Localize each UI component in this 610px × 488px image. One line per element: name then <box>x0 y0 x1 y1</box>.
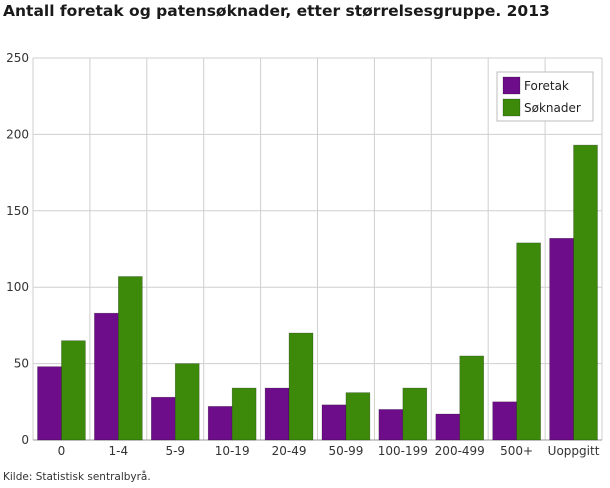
bar-soknader <box>61 340 86 441</box>
x-tick-label: 0 <box>58 444 66 458</box>
legend-label: Foretak <box>524 79 569 93</box>
bar-soknader <box>573 144 598 441</box>
y-tick-label: 50 <box>14 357 29 371</box>
bar-foretak <box>151 396 176 441</box>
bar-foretak <box>321 404 347 441</box>
legend: Foretak Søknader <box>496 71 594 122</box>
bar-soknader <box>288 332 314 441</box>
bar-soknader <box>118 276 143 441</box>
y-tick-label: 200 <box>6 127 29 141</box>
gridlines <box>32 57 603 441</box>
y-tick-label: 100 <box>6 280 29 294</box>
bars <box>37 144 598 441</box>
x-tick-label: 10-19 <box>215 444 250 458</box>
bar-soknader <box>345 392 371 441</box>
y-tick-label: 150 <box>6 204 29 218</box>
y-axis-ticks: 0 50 100 150 200 250 <box>6 51 29 447</box>
bar-soknader <box>402 387 428 441</box>
bar-soknader <box>231 387 257 441</box>
source-note: Kilde: Statistisk sentralbyrå. <box>3 471 151 483</box>
legend-label: Søknader <box>524 101 581 115</box>
x-tick-label: 200-499 <box>435 444 485 458</box>
bar-soknader <box>174 363 200 441</box>
x-tick-label: 100-199 <box>378 444 428 458</box>
x-tick-label: 500+ <box>500 444 533 458</box>
bar-foretak <box>264 387 290 441</box>
x-tick-label: 5-9 <box>165 444 185 458</box>
bar-foretak <box>435 413 461 441</box>
bar-soknader <box>516 242 541 441</box>
y-tick-label: 250 <box>6 51 29 65</box>
chart-title: Antall foretak og patensøknader, etter s… <box>3 2 550 20</box>
bar-foretak <box>378 409 404 441</box>
x-tick-label: 20-49 <box>272 444 307 458</box>
x-tick-label: Uoppgitt <box>548 444 600 458</box>
x-tick-label: 1-4 <box>109 444 129 458</box>
legend-swatch <box>502 76 521 95</box>
x-tick-label: 50-99 <box>329 444 364 458</box>
legend-swatch <box>502 98 521 117</box>
bar-foretak <box>549 238 574 441</box>
bar-foretak <box>492 401 517 441</box>
y-tick-label: 0 <box>21 433 29 447</box>
bar-foretak <box>94 312 119 441</box>
bar-foretak <box>207 406 233 441</box>
x-axis-ticks: 0 1-4 5-9 10-19 20-49 50-99 100-199 200-499 500+… <box>58 444 600 458</box>
bar-foretak <box>37 366 62 441</box>
bar-soknader <box>459 355 485 441</box>
